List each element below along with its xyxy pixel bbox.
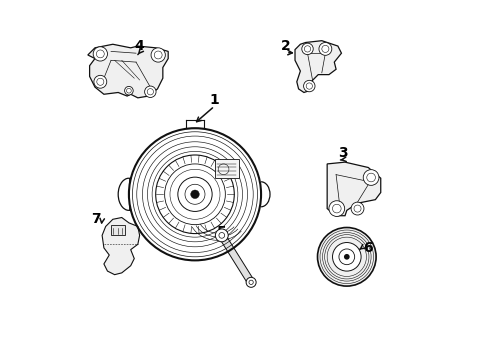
Circle shape: [319, 42, 332, 55]
Polygon shape: [219, 234, 254, 284]
Circle shape: [363, 170, 379, 185]
Text: 7: 7: [91, 212, 100, 226]
Circle shape: [246, 277, 256, 287]
Circle shape: [351, 202, 364, 215]
Text: 2: 2: [281, 39, 291, 53]
Circle shape: [318, 228, 376, 286]
Text: 6: 6: [364, 241, 373, 255]
Text: 4: 4: [135, 39, 145, 53]
Circle shape: [304, 80, 315, 92]
Circle shape: [302, 43, 313, 55]
Circle shape: [94, 75, 107, 88]
FancyBboxPatch shape: [215, 158, 239, 178]
Circle shape: [333, 243, 361, 271]
Circle shape: [191, 190, 199, 199]
Circle shape: [329, 201, 344, 216]
Text: 3: 3: [339, 146, 348, 160]
Polygon shape: [88, 44, 168, 98]
FancyBboxPatch shape: [111, 225, 125, 235]
Polygon shape: [295, 41, 342, 93]
Text: 5: 5: [217, 225, 227, 239]
Circle shape: [344, 254, 350, 260]
Circle shape: [124, 86, 133, 95]
Circle shape: [215, 229, 228, 242]
Polygon shape: [327, 162, 381, 216]
Circle shape: [145, 86, 156, 98]
Polygon shape: [102, 217, 140, 275]
Text: 1: 1: [210, 93, 220, 107]
Circle shape: [151, 48, 165, 62]
Circle shape: [93, 47, 107, 61]
